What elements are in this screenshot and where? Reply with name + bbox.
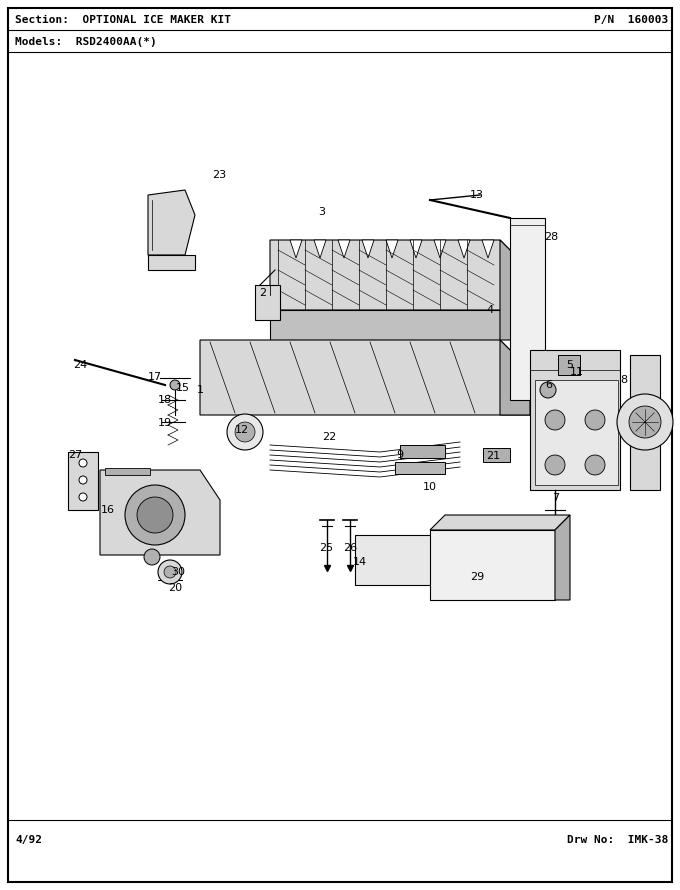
Text: 2: 2 bbox=[260, 288, 267, 298]
Polygon shape bbox=[500, 340, 530, 415]
Polygon shape bbox=[255, 285, 280, 320]
Text: 25: 25 bbox=[319, 543, 333, 553]
Text: 21: 21 bbox=[486, 451, 500, 461]
Polygon shape bbox=[535, 380, 618, 485]
Polygon shape bbox=[482, 240, 494, 258]
Text: 4: 4 bbox=[486, 305, 494, 315]
Text: 26: 26 bbox=[343, 543, 357, 553]
Polygon shape bbox=[100, 470, 220, 555]
Text: 3: 3 bbox=[318, 207, 326, 217]
Polygon shape bbox=[386, 240, 398, 258]
Circle shape bbox=[125, 485, 185, 545]
Text: 10: 10 bbox=[423, 482, 437, 492]
Polygon shape bbox=[290, 240, 302, 258]
Polygon shape bbox=[68, 452, 98, 510]
Text: P/N  160003: P/N 160003 bbox=[594, 15, 668, 25]
Text: 27: 27 bbox=[68, 450, 82, 460]
Circle shape bbox=[540, 382, 556, 398]
Polygon shape bbox=[458, 240, 470, 258]
Polygon shape bbox=[410, 240, 422, 258]
Circle shape bbox=[545, 455, 565, 475]
Polygon shape bbox=[148, 255, 195, 270]
Text: Models:  RSD2400AA(*): Models: RSD2400AA(*) bbox=[15, 37, 157, 47]
Circle shape bbox=[170, 380, 180, 390]
Text: 4/92: 4/92 bbox=[15, 835, 42, 845]
Circle shape bbox=[227, 414, 263, 450]
Text: 6: 6 bbox=[545, 380, 552, 390]
Text: 16: 16 bbox=[101, 505, 115, 515]
Text: 1: 1 bbox=[197, 385, 203, 395]
Polygon shape bbox=[483, 448, 510, 462]
Polygon shape bbox=[355, 535, 480, 585]
Circle shape bbox=[158, 560, 182, 584]
Text: 12: 12 bbox=[235, 425, 249, 435]
Text: 15: 15 bbox=[176, 383, 190, 393]
Text: Section:  OPTIONAL ICE MAKER KIT: Section: OPTIONAL ICE MAKER KIT bbox=[15, 15, 231, 25]
Text: 19: 19 bbox=[158, 418, 172, 428]
Circle shape bbox=[617, 394, 673, 450]
Polygon shape bbox=[630, 355, 660, 490]
Polygon shape bbox=[430, 515, 570, 530]
Circle shape bbox=[585, 410, 605, 430]
Text: 9: 9 bbox=[396, 450, 403, 460]
Text: 8: 8 bbox=[620, 375, 628, 385]
Polygon shape bbox=[500, 240, 530, 340]
Text: 30: 30 bbox=[171, 567, 185, 577]
Text: 28: 28 bbox=[544, 232, 558, 242]
Circle shape bbox=[79, 476, 87, 484]
Text: 13: 13 bbox=[470, 190, 484, 200]
Polygon shape bbox=[362, 240, 374, 258]
Circle shape bbox=[144, 549, 160, 565]
Polygon shape bbox=[148, 190, 195, 255]
Polygon shape bbox=[270, 310, 500, 340]
Circle shape bbox=[79, 459, 87, 467]
Text: 22: 22 bbox=[322, 432, 336, 442]
Polygon shape bbox=[530, 350, 620, 490]
Text: Drw No:  IMK-38: Drw No: IMK-38 bbox=[566, 835, 668, 845]
Circle shape bbox=[545, 410, 565, 430]
Text: 7: 7 bbox=[552, 493, 560, 503]
Circle shape bbox=[137, 497, 173, 533]
Polygon shape bbox=[338, 240, 350, 258]
Circle shape bbox=[235, 422, 255, 442]
Circle shape bbox=[164, 566, 176, 578]
Polygon shape bbox=[105, 468, 150, 475]
Polygon shape bbox=[270, 240, 530, 310]
Polygon shape bbox=[400, 445, 445, 458]
Circle shape bbox=[585, 455, 605, 475]
Polygon shape bbox=[314, 240, 326, 258]
Text: 29: 29 bbox=[470, 572, 484, 582]
Text: 11: 11 bbox=[570, 367, 584, 377]
Text: 18: 18 bbox=[158, 395, 172, 405]
Text: 17: 17 bbox=[148, 372, 162, 382]
Text: 23: 23 bbox=[212, 170, 226, 180]
Text: 14: 14 bbox=[353, 557, 367, 567]
Polygon shape bbox=[200, 340, 530, 415]
Circle shape bbox=[629, 406, 661, 438]
Polygon shape bbox=[430, 530, 555, 600]
Polygon shape bbox=[558, 355, 580, 375]
Polygon shape bbox=[434, 240, 446, 258]
Polygon shape bbox=[510, 218, 545, 400]
Polygon shape bbox=[555, 515, 570, 600]
Circle shape bbox=[79, 493, 87, 501]
Text: 5: 5 bbox=[566, 360, 573, 370]
Text: 20: 20 bbox=[168, 583, 182, 593]
Polygon shape bbox=[395, 462, 445, 474]
Text: 24: 24 bbox=[73, 360, 87, 370]
